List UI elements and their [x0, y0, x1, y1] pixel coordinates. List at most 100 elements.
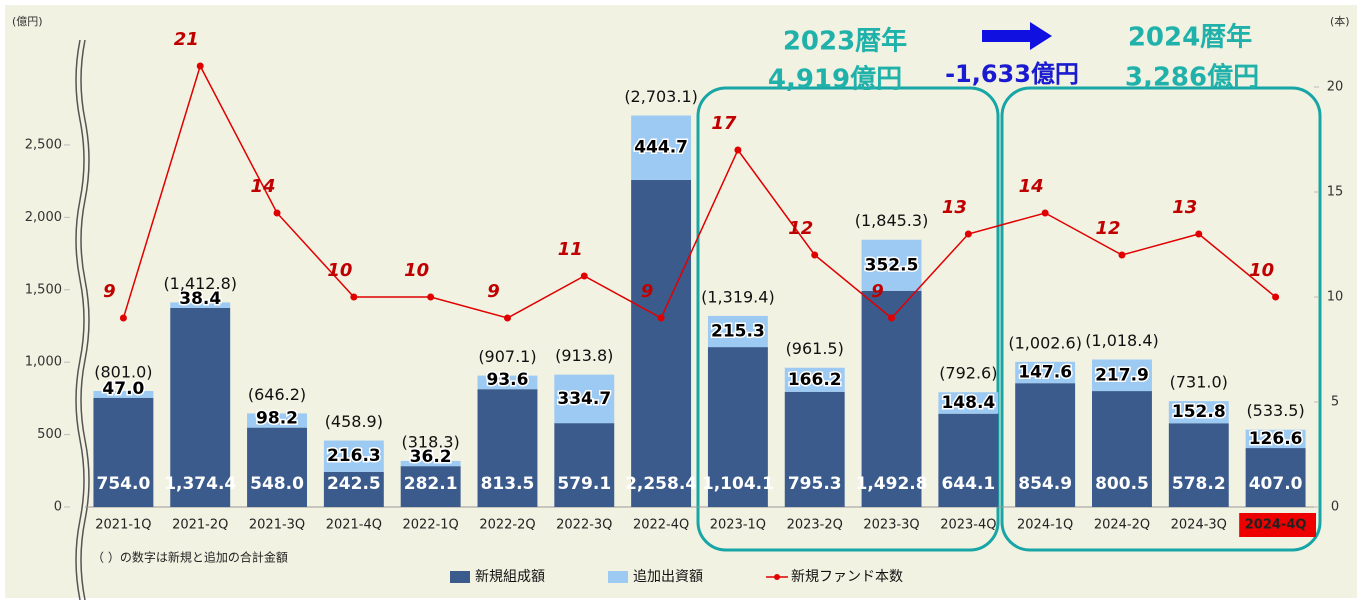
annotation: 3,286億円 — [1125, 63, 1259, 93]
x-tick-label: 2024-4Q — [1245, 518, 1307, 533]
bar-label: 644.1 — [941, 474, 995, 494]
line-point — [196, 62, 204, 70]
bar-label: 47.0 — [102, 379, 144, 399]
line-point — [888, 314, 896, 322]
total-label: (913.8) — [555, 346, 613, 365]
bar — [170, 307, 231, 507]
bar — [93, 397, 154, 507]
total-label: (792.6) — [939, 364, 997, 383]
total-label: (318.3) — [402, 432, 460, 451]
total-label: (1,018.4) — [1085, 331, 1159, 350]
x-tick-label: 2022-2Q — [479, 518, 535, 533]
x-tick-label: 2024-3Q — [1171, 518, 1227, 533]
bar — [554, 374, 615, 424]
line-point — [350, 293, 358, 301]
y-tick-label: 2,500 — [25, 137, 62, 152]
bar-label: 152.8 — [1172, 402, 1226, 422]
y-tick-label: 0 — [54, 500, 62, 515]
y2-tick-label: 0 — [1331, 500, 1339, 515]
line-label: 9 — [871, 281, 884, 302]
bar — [1245, 429, 1306, 449]
line-label: 10 — [404, 260, 429, 281]
x-tick-label: 2024-2Q — [1094, 518, 1150, 533]
line — [122, 64, 1277, 320]
bar — [93, 390, 154, 398]
bar-label: 795.3 — [788, 474, 842, 494]
line-label: 21 — [174, 29, 199, 50]
bar-label: 800.5 — [1095, 474, 1149, 494]
bar — [707, 315, 768, 348]
line-point — [119, 314, 127, 322]
y-tick-label: 2,000 — [25, 210, 62, 225]
line-label: 14 — [251, 176, 276, 197]
x-tick-label: 2021-4Q — [326, 518, 382, 533]
legend-label: 新規ファンド本数 — [791, 569, 903, 585]
total-label: (2,703.1) — [624, 87, 698, 106]
line-point — [1041, 209, 1049, 217]
x-tick-label: 2023-2Q — [787, 518, 843, 533]
bar-label: 407.0 — [1249, 474, 1303, 494]
line-label: 9 — [641, 281, 654, 302]
line-point — [1118, 251, 1126, 259]
total-label: (1,845.3) — [855, 211, 929, 230]
legend-swatch — [774, 574, 780, 580]
bar-label: 126.6 — [1249, 429, 1303, 449]
bar — [1015, 383, 1076, 507]
bar-label: 215.3 — [711, 322, 765, 342]
total-label: (1,319.4) — [701, 287, 775, 306]
bar-label: 754.0 — [97, 474, 151, 494]
bar — [477, 389, 538, 507]
bar — [554, 423, 615, 507]
bar — [477, 375, 538, 390]
bar-label: 98.2 — [256, 409, 298, 429]
bar-label: 166.2 — [788, 370, 842, 390]
line-point — [811, 251, 819, 259]
bar — [170, 302, 231, 308]
bar — [1245, 448, 1306, 507]
bar-label: 38.4 — [179, 289, 221, 309]
line-point — [964, 230, 972, 238]
x-tick-label: 2022-4Q — [633, 518, 689, 533]
bar-label: 242.5 — [327, 474, 381, 494]
line-label: 9 — [487, 281, 500, 302]
x-tick-label: 2024-1Q — [1017, 518, 1073, 533]
bar-label: 579.1 — [557, 474, 611, 494]
total-label: (1,412.8) — [163, 274, 237, 293]
bar-label: 444.7 — [634, 138, 688, 158]
line-label: 13 — [942, 197, 967, 218]
bar — [400, 466, 461, 507]
bar-label: 813.5 — [481, 474, 535, 494]
bar — [784, 367, 845, 392]
x-tick-label: 2021-2Q — [172, 518, 228, 533]
bar-label: 147.6 — [1018, 362, 1072, 382]
bar — [707, 347, 768, 507]
total-label: (731.0) — [1170, 373, 1228, 392]
bar-label: 93.6 — [486, 370, 528, 390]
bar-label: 1,374.4 — [164, 474, 236, 494]
bar — [247, 427, 307, 507]
total-label: (801.0) — [94, 362, 152, 381]
line-point — [580, 272, 588, 280]
line-point — [734, 146, 742, 154]
bar-label: 36.2 — [410, 447, 452, 467]
total-label: (458.9) — [325, 412, 383, 431]
bar — [861, 290, 922, 507]
y2-tick-label: 20 — [1327, 80, 1344, 95]
line-point — [273, 209, 281, 217]
bar-label: 216.3 — [327, 446, 381, 466]
legend-label: 追加出資額 — [633, 569, 703, 585]
line-point — [1195, 230, 1203, 238]
line-point — [1272, 293, 1280, 301]
axis-break — [80, 39, 90, 601]
bar — [631, 115, 692, 180]
bar — [1168, 423, 1229, 507]
y2-tick-label: 15 — [1327, 185, 1344, 200]
bar — [631, 179, 692, 507]
legend-label: 新規組成額 — [475, 569, 545, 585]
bar — [1092, 391, 1152, 507]
line-label: 10 — [327, 260, 352, 281]
annotation: 4,919億円 — [768, 65, 902, 95]
bar — [400, 460, 461, 467]
bar — [323, 440, 384, 472]
x-tick-label: 2021-1Q — [95, 518, 151, 533]
